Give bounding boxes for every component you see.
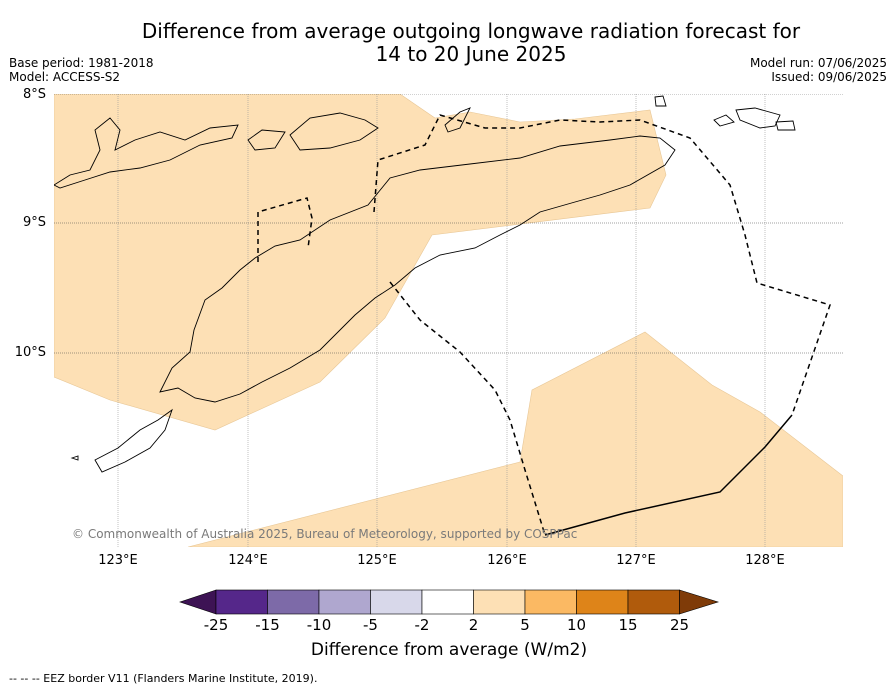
eez-border-north xyxy=(373,114,831,416)
base-period-text: Base period: 1981-2018 xyxy=(9,56,154,70)
flores-coast xyxy=(54,117,239,189)
lon-label-125e: 125°E xyxy=(357,553,397,568)
anomaly-region-north xyxy=(54,94,667,431)
island-ne-1 xyxy=(654,95,667,107)
lat-label-8s: 8°S xyxy=(22,87,46,102)
chart-title: Difference from average outgoing longwav… xyxy=(100,20,842,66)
eez-borders xyxy=(257,114,831,536)
colorbar xyxy=(179,589,720,615)
island-ne-2 xyxy=(713,114,735,127)
lon-label-126e: 126°E xyxy=(487,553,527,568)
colorbar-tick-label: -5 xyxy=(363,616,378,634)
title-line-2: 14 to 20 June 2025 xyxy=(375,42,567,66)
colorbar-tick-label: 10 xyxy=(566,616,587,634)
anomaly-region-south xyxy=(187,331,843,547)
eez-border-solid xyxy=(544,414,793,536)
lon-label-123e: 123°E xyxy=(98,553,138,568)
coastlines xyxy=(54,95,796,473)
colorbar-tick-label: 15 xyxy=(618,616,638,634)
colorbar-swatch xyxy=(370,589,423,615)
lat-label-9s: 9°S xyxy=(22,215,46,230)
sumba-coast xyxy=(94,408,173,473)
timor-coast xyxy=(159,135,676,403)
colorbar-tick-label: 5 xyxy=(520,616,530,634)
small-island-west xyxy=(70,455,79,461)
colorbar-swatch xyxy=(576,589,629,615)
colorbar-swatch xyxy=(318,589,371,615)
eez-footnote: -- -- -- EEZ border V11 (Flanders Marine… xyxy=(9,672,318,685)
meta-right: Model run: 07/06/2025 Issued: 09/06/2025 xyxy=(750,56,887,84)
copyright-text: © Commonwealth of Australia 2025, Bureau… xyxy=(72,527,578,541)
colorbar-tick-label: -10 xyxy=(306,616,332,634)
gridlines xyxy=(54,94,843,547)
colorbar-swatch xyxy=(627,589,680,615)
colorbar-title: Difference from average (W/m2) xyxy=(310,640,588,660)
lon-label-124e: 124°E xyxy=(228,553,268,568)
colorbar-extend-low xyxy=(179,589,217,615)
eez-border-south xyxy=(389,281,546,536)
model-run-text: Model run: 07/06/2025 xyxy=(749,56,887,70)
model-text: Model: ACCESS-S2 xyxy=(9,70,121,84)
lon-label-127e: 127°E xyxy=(616,553,656,568)
eez-border-west xyxy=(257,197,313,262)
colorbar-swatch xyxy=(473,589,526,615)
colorbar-tick-label: -15 xyxy=(255,616,280,634)
colorbar-tick-label: 2 xyxy=(468,616,479,634)
issued-text: Issued: 09/06/2025 xyxy=(771,70,887,84)
colorbar-swatch xyxy=(267,589,320,615)
colorbar-swatch xyxy=(421,589,474,615)
colorbar-swatch xyxy=(524,589,577,615)
lon-label-128e: 128°E xyxy=(745,553,785,568)
colorbar-tick-label: -2 xyxy=(414,616,430,634)
colorbar-tick-label: -25 xyxy=(203,616,229,634)
lat-label-10s: 10°S xyxy=(14,345,46,360)
pantar-coast xyxy=(247,129,286,151)
colorbar-extend-high xyxy=(679,589,720,615)
island-ne-4 xyxy=(775,120,796,131)
meta-left: Base period: 1981-2018 Model: ACCESS-S2 xyxy=(9,56,154,84)
colorbar-tick-label: 25 xyxy=(669,616,690,634)
wetar-coast xyxy=(444,107,471,133)
colorbar-swatch xyxy=(215,589,268,615)
alor-coast xyxy=(289,112,379,151)
island-ne-3 xyxy=(735,107,781,129)
title-line-1: Difference from average outgoing longwav… xyxy=(141,19,801,43)
